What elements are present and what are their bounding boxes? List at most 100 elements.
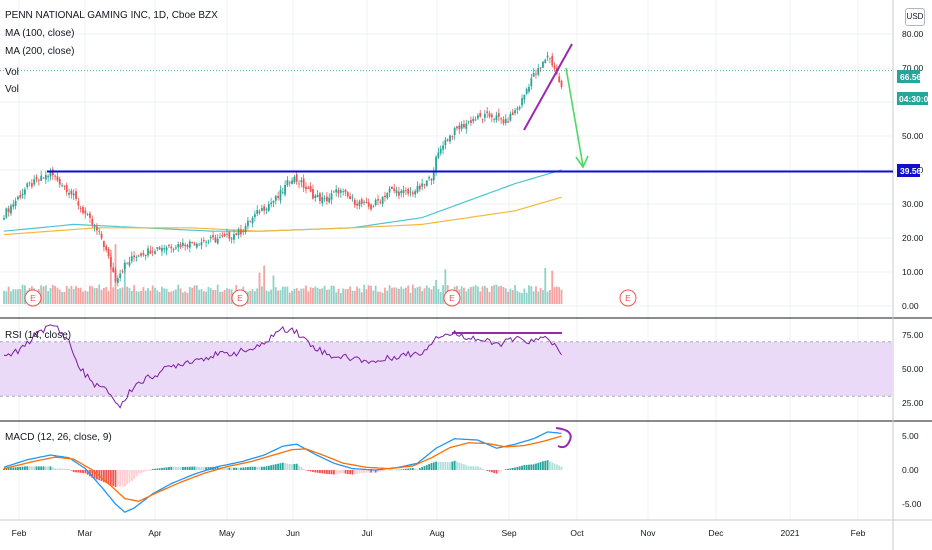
macd-hist-bar-212 bbox=[495, 470, 498, 474]
candle-body-90 bbox=[212, 235, 214, 238]
volume-bar-157 bbox=[367, 285, 370, 304]
volume-bar-75 bbox=[177, 284, 180, 304]
candle-body-144 bbox=[337, 189, 340, 194]
candle-body-161 bbox=[377, 199, 379, 201]
macd-hist-bar-214 bbox=[500, 470, 503, 472]
candle-body-174 bbox=[407, 188, 410, 194]
macd-hist-bar-196 bbox=[458, 462, 461, 470]
macd-hist-bar-14 bbox=[35, 466, 38, 470]
macd-hist-bar-129 bbox=[302, 468, 305, 470]
volume-bar-163 bbox=[381, 292, 384, 304]
legend-ma200[interactable]: MA (200, close) bbox=[5, 46, 75, 57]
volume-bar-40 bbox=[96, 288, 98, 304]
candle-body-30 bbox=[72, 193, 75, 196]
macd-hist-bar-64 bbox=[151, 468, 154, 470]
candle-body-75 bbox=[177, 244, 180, 248]
volume-bar-208 bbox=[486, 287, 489, 304]
macd-hist-bar-50 bbox=[119, 470, 122, 487]
candle-body-214 bbox=[500, 118, 503, 120]
volume-bar-23 bbox=[56, 287, 59, 304]
macd-hist-bar-114 bbox=[267, 465, 270, 470]
candle-body-147 bbox=[344, 189, 347, 193]
candle-body-164 bbox=[384, 195, 386, 198]
candle-body-43 bbox=[102, 241, 105, 247]
macd-hist-bar-119 bbox=[279, 463, 282, 470]
candle-body-7 bbox=[19, 195, 22, 198]
macd-hist-bar-45 bbox=[107, 470, 110, 485]
volume-bar-1 bbox=[5, 291, 8, 304]
macd-hist-bar-161 bbox=[377, 470, 379, 473]
candle-body-111 bbox=[260, 208, 263, 211]
macd-hist-bar-92 bbox=[216, 466, 219, 470]
legend-ma100[interactable]: MA (100, close) bbox=[5, 28, 75, 39]
volume-bar-122 bbox=[286, 286, 289, 304]
volume-bar-96 bbox=[226, 288, 228, 304]
macd-hist-bar-156 bbox=[365, 470, 368, 473]
macd-hist-bar-191 bbox=[446, 462, 449, 470]
candle-body-129 bbox=[302, 178, 305, 188]
candle-body-85 bbox=[200, 242, 203, 246]
macd-hist-bar-18 bbox=[44, 466, 47, 470]
candle-body-227 bbox=[530, 78, 533, 87]
volume-bar-16 bbox=[40, 285, 43, 304]
candle-body-230 bbox=[537, 67, 540, 75]
candle-body-150 bbox=[351, 197, 354, 199]
volume-bar-133 bbox=[312, 287, 314, 304]
currency-button[interactable]: USD bbox=[905, 8, 925, 26]
macd-hist-bar-194 bbox=[453, 460, 456, 470]
ma100-line bbox=[3, 169, 562, 232]
rsi-tick-label-1: 50.00 bbox=[902, 364, 924, 374]
macd-hist-bar-154 bbox=[360, 470, 363, 474]
macd-hist-bar-152 bbox=[356, 470, 358, 474]
macd-hist-bar-187 bbox=[437, 461, 440, 470]
candle-body-60 bbox=[142, 253, 145, 255]
volume-bar-159 bbox=[372, 290, 375, 304]
macd-hist-bar-75 bbox=[177, 466, 180, 470]
macd-hist-bar-84 bbox=[198, 466, 201, 470]
macd-hist-bar-57 bbox=[135, 470, 138, 477]
macd-hist-bar-55 bbox=[130, 470, 133, 482]
candle-body-73 bbox=[172, 249, 175, 250]
candle-body-182 bbox=[425, 180, 428, 187]
earnings-marker-label-1: E bbox=[237, 293, 243, 303]
macd-hist-bar-184 bbox=[430, 463, 433, 470]
candle-body-159 bbox=[372, 206, 375, 208]
legend-vol-1[interactable]: Vol bbox=[5, 67, 19, 78]
volume-bar-60 bbox=[142, 287, 145, 304]
candle-body-51 bbox=[121, 270, 124, 272]
volume-bar-90 bbox=[212, 289, 214, 304]
volume-bar-131 bbox=[307, 291, 310, 304]
volume-bar-109 bbox=[256, 288, 259, 304]
candle-body-8 bbox=[21, 193, 24, 196]
macd-hist-bar-132 bbox=[309, 470, 312, 472]
price-tick-label-0: 80.00 bbox=[902, 29, 924, 39]
macd-hist-bar-192 bbox=[449, 462, 451, 470]
macd-hist-bar-115 bbox=[270, 465, 273, 470]
macd-hist-bar-166 bbox=[388, 469, 391, 471]
macd-hist-bar-10 bbox=[26, 466, 29, 470]
macd-hist-bar-4 bbox=[12, 467, 15, 470]
volume-bar-182 bbox=[425, 285, 428, 304]
volume-bar-115 bbox=[270, 289, 273, 304]
macd-hist-bar-236 bbox=[551, 462, 554, 470]
macd-hist-bar-1 bbox=[5, 468, 8, 470]
volume-bar-222 bbox=[518, 292, 521, 304]
rsi-legend[interactable]: RSI (14, close) bbox=[5, 330, 72, 341]
macd-hist-bar-124 bbox=[291, 464, 293, 470]
legend-vol-2[interactable]: Vol bbox=[5, 84, 19, 95]
macd-hist-bar-222 bbox=[518, 466, 521, 470]
candle-body-181 bbox=[423, 183, 426, 185]
candle-body-124 bbox=[291, 180, 293, 185]
macd-hist-bar-185 bbox=[432, 462, 435, 470]
earnings-marker-1 bbox=[231, 289, 249, 307]
candle-body-155 bbox=[363, 201, 365, 203]
candle-body-64 bbox=[151, 251, 154, 253]
candle-body-178 bbox=[416, 185, 419, 193]
macd-legend[interactable]: MACD (12, 26, close, 9) bbox=[5, 432, 112, 443]
macd-hist-bar-126 bbox=[295, 463, 298, 470]
volume-bar-164 bbox=[384, 287, 386, 304]
macd-hist-bar-52 bbox=[123, 470, 126, 487]
volume-bar-129 bbox=[302, 288, 305, 304]
candle-body-79 bbox=[186, 245, 189, 247]
